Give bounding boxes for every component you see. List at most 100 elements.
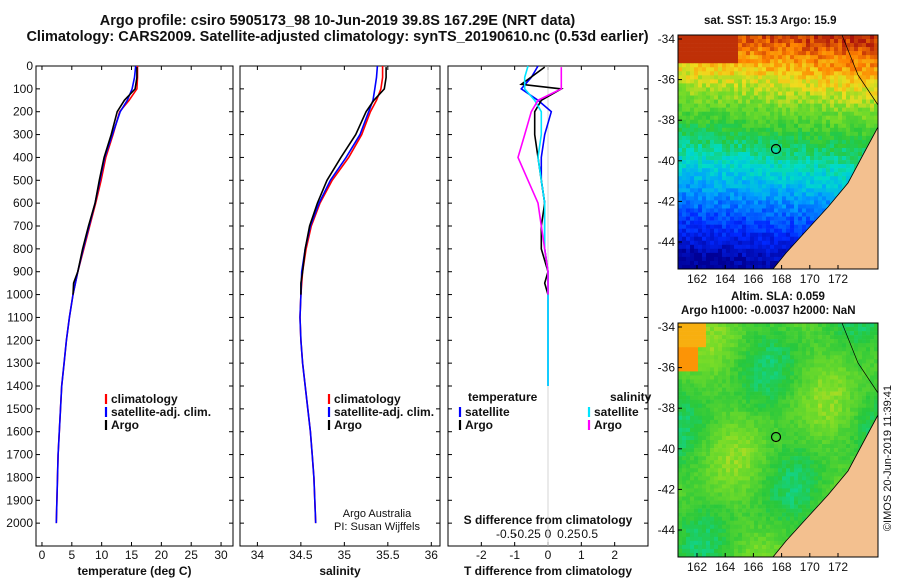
salinity-axes-frame — [239, 65, 441, 547]
salinity-x-tick-label: 34.5 — [289, 548, 313, 562]
depth-tick-label: 100 — [13, 82, 33, 96]
diff-temperature-legend-label: satellite — [465, 405, 510, 419]
diff-salinity-legend-label: satellite — [594, 405, 639, 419]
chart-title-line-2: Climatology: CARS2009. Satellite-adjuste… — [26, 29, 649, 45]
argo-location-marker — [770, 431, 782, 443]
salinity-legend-label: Argo — [334, 418, 362, 432]
salinity-argo-line — [300, 67, 387, 295]
salinity-diff-tick-label: -0.25 — [513, 527, 541, 541]
salinity-x-tick-label: 34 — [251, 548, 265, 562]
sla-lat-tick-label: -42 — [658, 482, 676, 496]
sla-lon-tick-label: 164 — [715, 560, 735, 574]
salinity-legend-label: satellite-adj. clim. — [334, 405, 434, 419]
depth-tick-label: 800 — [13, 242, 33, 256]
depth-tick-label: 1300 — [6, 356, 33, 370]
depth-tick-label: 600 — [13, 196, 33, 210]
depth-tick-label: 300 — [13, 128, 33, 142]
depth-tick-label: 700 — [13, 219, 33, 233]
temperature-x-tick-label: 0 — [39, 548, 46, 562]
depth-tick-label: 1400 — [6, 379, 33, 393]
sla-lat-tick-label: -44 — [658, 523, 676, 537]
diff-salinity-legend-label: Argo — [594, 418, 622, 432]
temperature-x-tick-label: 25 — [185, 548, 199, 562]
temperature-legend-label: climatology — [111, 392, 178, 406]
difference-x-tick-label: -1 — [509, 548, 520, 562]
temperature-x-tick-label: 30 — [214, 548, 228, 562]
temperature-argo-line — [72, 67, 138, 295]
depth-tick-label: 1800 — [6, 470, 33, 484]
sst-lon-tick-label: 164 — [715, 272, 735, 286]
sla-lon-tick-label: 170 — [800, 560, 820, 574]
sst-lat-tick-label: -44 — [658, 235, 676, 249]
sla-map-title-line-1: Altim. SLA: 0.059 — [731, 291, 825, 303]
sst-map — [677, 34, 879, 270]
salinity-satellite-diff-line — [523, 65, 549, 386]
sst-lat-tick-label: -34 — [658, 32, 676, 46]
temperature-axes-frame — [35, 65, 234, 547]
sst-lon-tick-label: 166 — [743, 272, 763, 286]
depth-tick-label: 500 — [13, 173, 33, 187]
sla-lon-tick-label: 166 — [743, 560, 763, 574]
difference-x-tick-label: 1 — [578, 548, 585, 562]
difference-x-tick-label: 2 — [611, 548, 618, 562]
salinity-diff-tick-label: 0.25 — [557, 527, 581, 541]
sst-lon-tick-label: 172 — [828, 272, 848, 286]
imos-stamp: ©IMOS 20-Jun-2019 11:39:41 — [882, 385, 894, 531]
salinity-legend-label: climatology — [334, 392, 401, 406]
depth-tick-label: 1500 — [6, 402, 33, 416]
sla-lat-tick-label: -34 — [658, 320, 676, 334]
diff-legend-temperature-title: temperature — [468, 390, 538, 404]
sla-lon-tick-label: 168 — [772, 560, 792, 574]
depth-tick-label: 1600 — [6, 425, 33, 439]
sla-lat-tick-label: -36 — [658, 361, 676, 375]
sst-lat-tick-label: -42 — [658, 194, 676, 208]
salinity-satellite-adj-clim-line — [299, 65, 379, 524]
temperature-x-tick-label: 10 — [95, 548, 109, 562]
sst-lon-tick-label: 168 — [772, 272, 792, 286]
sla-lon-tick-label: 162 — [687, 560, 707, 574]
chart-title-line-1: Argo profile: csiro 5905173_98 10-Jun-20… — [99, 13, 576, 29]
sst-lat-tick-label: -36 — [658, 73, 676, 87]
difference-axis-label: T difference from climatology — [464, 564, 632, 578]
sla-map-title-line-2: Argo h1000: -0.0037 h2000: NaN — [681, 305, 856, 317]
depth-tick-label: 1000 — [6, 288, 33, 302]
salinity-x-tick-label: 35 — [338, 548, 352, 562]
salinity-argo-diff-line — [517, 67, 563, 295]
sla-map-frame — [677, 322, 879, 558]
depth-tick-label: 0 — [26, 59, 33, 73]
depth-tick-label: 400 — [13, 150, 33, 164]
sla-lat-tick-label: -38 — [658, 401, 676, 415]
salinity-x-tick-label: 36 — [425, 548, 439, 562]
difference-x-tick-label: 0 — [545, 548, 552, 562]
credit-text: Argo Australia — [343, 508, 412, 520]
salinity-x-tick-label: 35.5 — [376, 548, 400, 562]
sst-map-frame — [677, 34, 879, 270]
sla-map — [677, 322, 879, 558]
diff-legend-salinity-title: salinity — [610, 390, 652, 404]
pi-text: PI: Susan Wijffels — [334, 521, 420, 533]
sst-lon-tick-label: 162 — [687, 272, 707, 286]
argo-location-marker — [770, 143, 782, 155]
sla-lon-tick-label: 172 — [828, 560, 848, 574]
salinity-diff-tick-label: -0.5 — [496, 527, 517, 541]
diff-temperature-legend-label: Argo — [465, 418, 493, 432]
temperature-x-tick-label: 15 — [125, 548, 139, 562]
depth-tick-label: 1900 — [6, 493, 33, 507]
salinity-diff-tick-label: 0.5 — [581, 527, 598, 541]
salinity-axis-label: salinity — [319, 564, 361, 578]
sst-map-title: sat. SST: 15.3 Argo: 15.9 — [704, 15, 837, 27]
temperature-legend-label: Argo — [111, 418, 139, 432]
depth-tick-label: 200 — [13, 105, 33, 119]
temperature-x-tick-label: 20 — [155, 548, 169, 562]
temperature-legend-label: satellite-adj. clim. — [111, 405, 211, 419]
difference-x-tick-label: -2 — [476, 548, 487, 562]
sst-lat-tick-label: -40 — [658, 154, 676, 168]
depth-tick-label: 1700 — [6, 448, 33, 462]
coastline-icon — [841, 322, 879, 394]
sst-lat-tick-label: -38 — [658, 113, 676, 127]
sst-lon-tick-label: 170 — [800, 272, 820, 286]
depth-tick-label: 1100 — [7, 310, 33, 324]
depth-tick-label: 1200 — [6, 333, 33, 347]
depth-tick-label: 2000 — [6, 516, 33, 530]
